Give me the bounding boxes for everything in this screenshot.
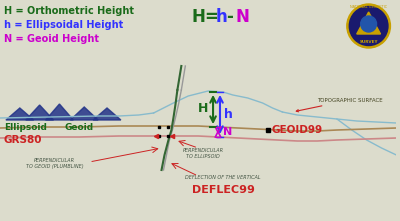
Text: N = Geoid Height: N = Geoid Height xyxy=(4,34,99,44)
Text: H: H xyxy=(198,103,208,116)
Text: Ellipsoid: Ellipsoid xyxy=(4,124,47,133)
Circle shape xyxy=(361,16,376,32)
Text: DEFLEC99: DEFLEC99 xyxy=(192,185,254,195)
Polygon shape xyxy=(6,108,34,120)
Text: TOPOGRAPHIC SURFACE: TOPOGRAPHIC SURFACE xyxy=(296,97,383,112)
Text: h = Ellipsoidal Height: h = Ellipsoidal Height xyxy=(4,20,123,30)
Polygon shape xyxy=(70,107,98,120)
Text: Geoid: Geoid xyxy=(64,124,94,133)
Text: -: - xyxy=(226,8,233,26)
Text: GEOID99: GEOID99 xyxy=(272,125,323,135)
Text: NATIONAL GEODETIC: NATIONAL GEODETIC xyxy=(350,5,387,9)
Text: N: N xyxy=(236,8,250,26)
Circle shape xyxy=(347,4,390,48)
Text: SURVEY: SURVEY xyxy=(359,40,378,44)
Polygon shape xyxy=(357,12,380,34)
Text: H: H xyxy=(191,8,205,26)
Circle shape xyxy=(349,6,388,46)
Text: H = Orthometric Height: H = Orthometric Height xyxy=(4,6,134,16)
Text: PERPENDICULAR
TO ELLIPSOID: PERPENDICULAR TO ELLIPSOID xyxy=(183,148,224,159)
Text: h: h xyxy=(224,107,233,120)
Text: DEFLECTION OF THE VERTICAL: DEFLECTION OF THE VERTICAL xyxy=(185,175,261,180)
Text: =: = xyxy=(204,8,218,26)
Polygon shape xyxy=(46,104,73,120)
Text: PERPENDICULAR
TO GEOID (PLUMBLINE): PERPENDICULAR TO GEOID (PLUMBLINE) xyxy=(26,158,83,169)
Text: N: N xyxy=(223,127,232,137)
Polygon shape xyxy=(26,105,54,120)
Text: GRS80: GRS80 xyxy=(4,135,42,145)
Text: h: h xyxy=(216,8,228,26)
Polygon shape xyxy=(93,108,121,120)
